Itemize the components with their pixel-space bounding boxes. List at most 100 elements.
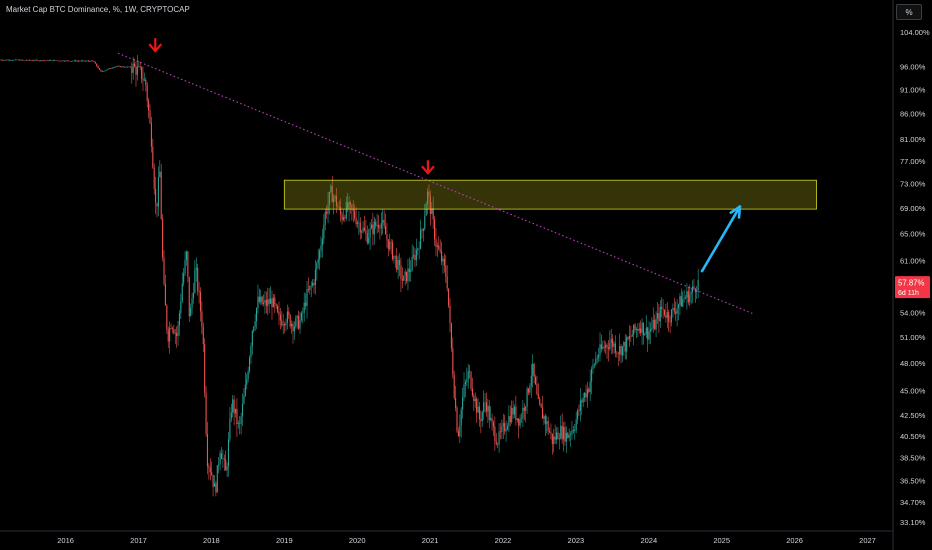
candle-body [288, 311, 290, 316]
candle-body [289, 315, 291, 327]
candle-body [595, 359, 597, 365]
y-tick-label: 91.00% [900, 85, 926, 94]
candle-body [324, 211, 326, 225]
candle-body [592, 364, 594, 370]
candle-body [693, 286, 695, 289]
candle-body [160, 171, 162, 219]
candle-body [54, 60, 56, 61]
candle-body [274, 297, 276, 305]
candle-body [326, 211, 328, 214]
candle-body [265, 300, 267, 306]
candle-body [390, 241, 392, 243]
candle-body [649, 329, 652, 332]
candle-body [387, 239, 389, 249]
candle-body [20, 59, 22, 61]
candle-body [396, 256, 398, 270]
y-tick-label: 34.70% [900, 498, 926, 507]
candle-body [372, 224, 374, 235]
candle-body [369, 228, 371, 238]
x-tick-label: 2018 [203, 536, 220, 545]
candle-body [177, 325, 179, 337]
candle-body [180, 301, 182, 314]
candle-body [662, 308, 664, 310]
candle-body [373, 221, 375, 235]
candle-body [68, 60, 70, 62]
candle-body [434, 219, 436, 240]
candle-body [457, 431, 459, 437]
candle-body [356, 222, 359, 225]
candle-body [342, 217, 345, 220]
candle-body [351, 204, 353, 210]
candle-body [271, 298, 273, 308]
candle-body [107, 68, 109, 70]
arrow-head [421, 165, 435, 175]
candle-body [410, 270, 412, 273]
candle-body [338, 207, 340, 208]
candle-body [194, 269, 196, 293]
candle-body [61, 60, 63, 62]
candle-body [80, 60, 82, 62]
candle-body [635, 329, 638, 330]
bar-countdown: 6d 11h [898, 290, 919, 297]
x-tick-label: 2026 [786, 536, 803, 545]
candle-body [515, 406, 517, 421]
candle-body [398, 260, 401, 266]
candle-body [320, 245, 322, 251]
candle-body [236, 408, 238, 425]
candle-body [170, 328, 172, 329]
candle-body [303, 302, 305, 313]
candle-body [684, 297, 687, 299]
candle-body [536, 384, 538, 394]
candle-body [591, 369, 593, 382]
candle-body [87, 60, 89, 62]
candle-body [222, 458, 224, 460]
red-down-arrow-icon [421, 160, 435, 175]
candle-body [298, 315, 300, 329]
candle-body [483, 402, 485, 412]
candle-body [361, 231, 363, 233]
price-axis[interactable]: 104.00% 96.00% 91.00% 86.00% 81.00% 77.00% 73.… [900, 28, 930, 527]
candle-body [23, 60, 25, 61]
candle-body [585, 393, 587, 398]
candle-body [370, 224, 373, 229]
candle-body [135, 66, 137, 75]
candle-body [142, 78, 144, 81]
candle-body [571, 430, 573, 435]
candle-body [610, 338, 612, 343]
projection-arrow-shaft [700, 205, 742, 273]
candle-body [104, 70, 106, 72]
time-axis[interactable]: 2016 2017 2018 2019 2020 2021 2022 2023 2024 2025… [57, 536, 876, 545]
candle-body [607, 347, 609, 349]
candle-body [131, 67, 133, 73]
candle-body [358, 222, 360, 224]
candle-body [654, 319, 656, 330]
candle-body [648, 331, 650, 340]
percent-scale-button[interactable]: % [896, 4, 922, 20]
candle-body [631, 334, 633, 337]
candle-body [418, 248, 420, 250]
candle-body [623, 341, 625, 347]
candle-body [82, 60, 84, 62]
symbol-title: Market Cap BTC Dominance, %, 1W, CRYPTOC… [6, 5, 190, 14]
candle-body [425, 203, 427, 216]
candle-body [34, 59, 36, 61]
candle-body [355, 217, 357, 225]
candle-body [341, 214, 343, 220]
candle-body [47, 60, 49, 61]
descending-trendline [117, 52, 755, 315]
candle-body [509, 416, 511, 423]
x-tick-label: 2016 [57, 536, 74, 545]
candle-body [90, 60, 92, 62]
candle-body [66, 60, 68, 62]
drawing-annotations[interactable] [117, 38, 817, 315]
candle-body [108, 68, 110, 69]
candle-body [498, 431, 500, 445]
candle-body [634, 324, 636, 330]
candle-body [145, 79, 147, 86]
candle-body [195, 267, 197, 270]
candle-body [359, 222, 361, 233]
candle-body [223, 458, 225, 460]
candle-body [394, 255, 396, 257]
candle-body [443, 258, 445, 266]
